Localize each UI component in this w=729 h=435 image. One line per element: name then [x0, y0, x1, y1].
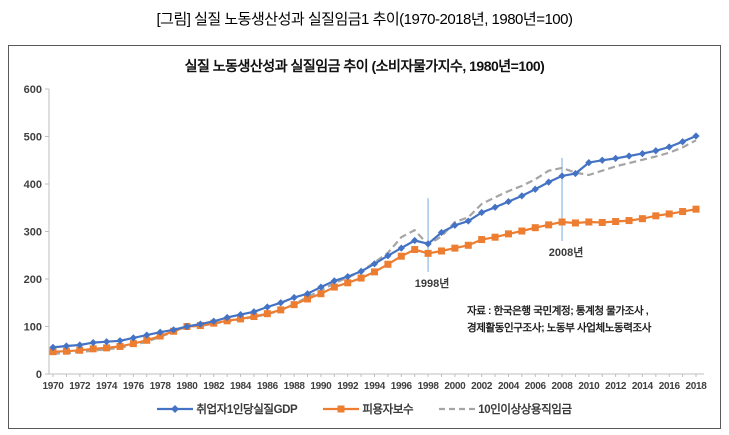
svg-text:2002: 2002 [471, 381, 493, 392]
svg-text:2004: 2004 [498, 381, 520, 392]
legend-item-gdp: 취업자1인당실질GDP [157, 401, 298, 417]
svg-text:2018: 2018 [685, 381, 707, 392]
svg-text:1988: 1988 [284, 381, 306, 392]
svg-text:1980: 1980 [176, 381, 198, 392]
svg-text:2006: 2006 [525, 381, 547, 392]
svg-text:1996: 1996 [391, 381, 413, 392]
chart-title: 실질 노동생산성과 실질임금 추이 (소비자물가지수, 1980년=100) [184, 58, 545, 74]
svg-text:1990: 1990 [310, 381, 332, 392]
svg-text:400: 400 [24, 179, 42, 191]
svg-text:1978: 1978 [150, 381, 172, 392]
svg-text:1970: 1970 [42, 381, 64, 392]
legend-line-diamond-icon [157, 405, 194, 413]
legend-label-regular-wage: 10인이상상용직임금 [478, 404, 572, 416]
svg-text:500: 500 [24, 132, 42, 144]
svg-text:1976: 1976 [123, 381, 145, 392]
svg-text:2014: 2014 [632, 381, 654, 392]
svg-text:0: 0 [36, 369, 42, 381]
svg-text:2010: 2010 [578, 381, 600, 392]
source-line-2: 경제활동인구조사; 노동부 사업체노동력조사 [467, 322, 652, 334]
legend-dashed-line-icon [439, 407, 476, 411]
line-chart: 0 100 200 300 400 500 600 1970 1972 1974 1976 1978 1… [24, 84, 708, 392]
svg-text:200: 200 [24, 274, 42, 286]
svg-text:1998: 1998 [418, 381, 440, 392]
svg-text:1992: 1992 [337, 381, 359, 392]
legend-label-gdp: 취업자1인당실질GDP [196, 404, 298, 416]
source-note: 자료 : 한국은행 국민계정; 통계청 물가조사 , 경제활동인구조사; 노동부… [467, 303, 651, 337]
source-line-1: 자료 : 한국은행 국민계정; 통계청 물가조사 , [467, 305, 649, 317]
svg-text:300: 300 [24, 227, 42, 239]
legend-item-regular-wage: 10인이상상용직임금 [439, 401, 572, 417]
svg-text:2008년: 2008년 [549, 245, 584, 259]
svg-text:1984: 1984 [230, 381, 252, 392]
svg-text:1982: 1982 [203, 381, 225, 392]
svg-text:1986: 1986 [257, 381, 279, 392]
svg-text:1998년: 1998년 [415, 276, 450, 290]
svg-text:1974: 1974 [96, 381, 118, 392]
svg-text:600: 600 [24, 84, 42, 96]
page-title: [그림] 실질 노동생산성과 실질임금1 추이(1970-2018년, 1980… [156, 11, 573, 28]
svg-text:1972: 1972 [69, 381, 91, 392]
legend-line-square-icon [323, 405, 360, 413]
legend-item-compensation: 피용자보수 [323, 401, 414, 417]
chart-container: 0 100 200 300 400 500 600 1970 1972 1974 1976 1978 1… [8, 45, 721, 429]
legend-label-compensation: 피용자보수 [362, 404, 414, 416]
svg-text:2008: 2008 [552, 381, 574, 392]
svg-text:100: 100 [24, 322, 42, 334]
legend: 취업자1인당실질GDP 피용자보수 10인이상상용직임금 [9, 401, 720, 417]
svg-text:2012: 2012 [605, 381, 627, 392]
svg-text:2000: 2000 [444, 381, 466, 392]
svg-text:1994: 1994 [364, 381, 386, 392]
svg-text:2016: 2016 [659, 381, 681, 392]
